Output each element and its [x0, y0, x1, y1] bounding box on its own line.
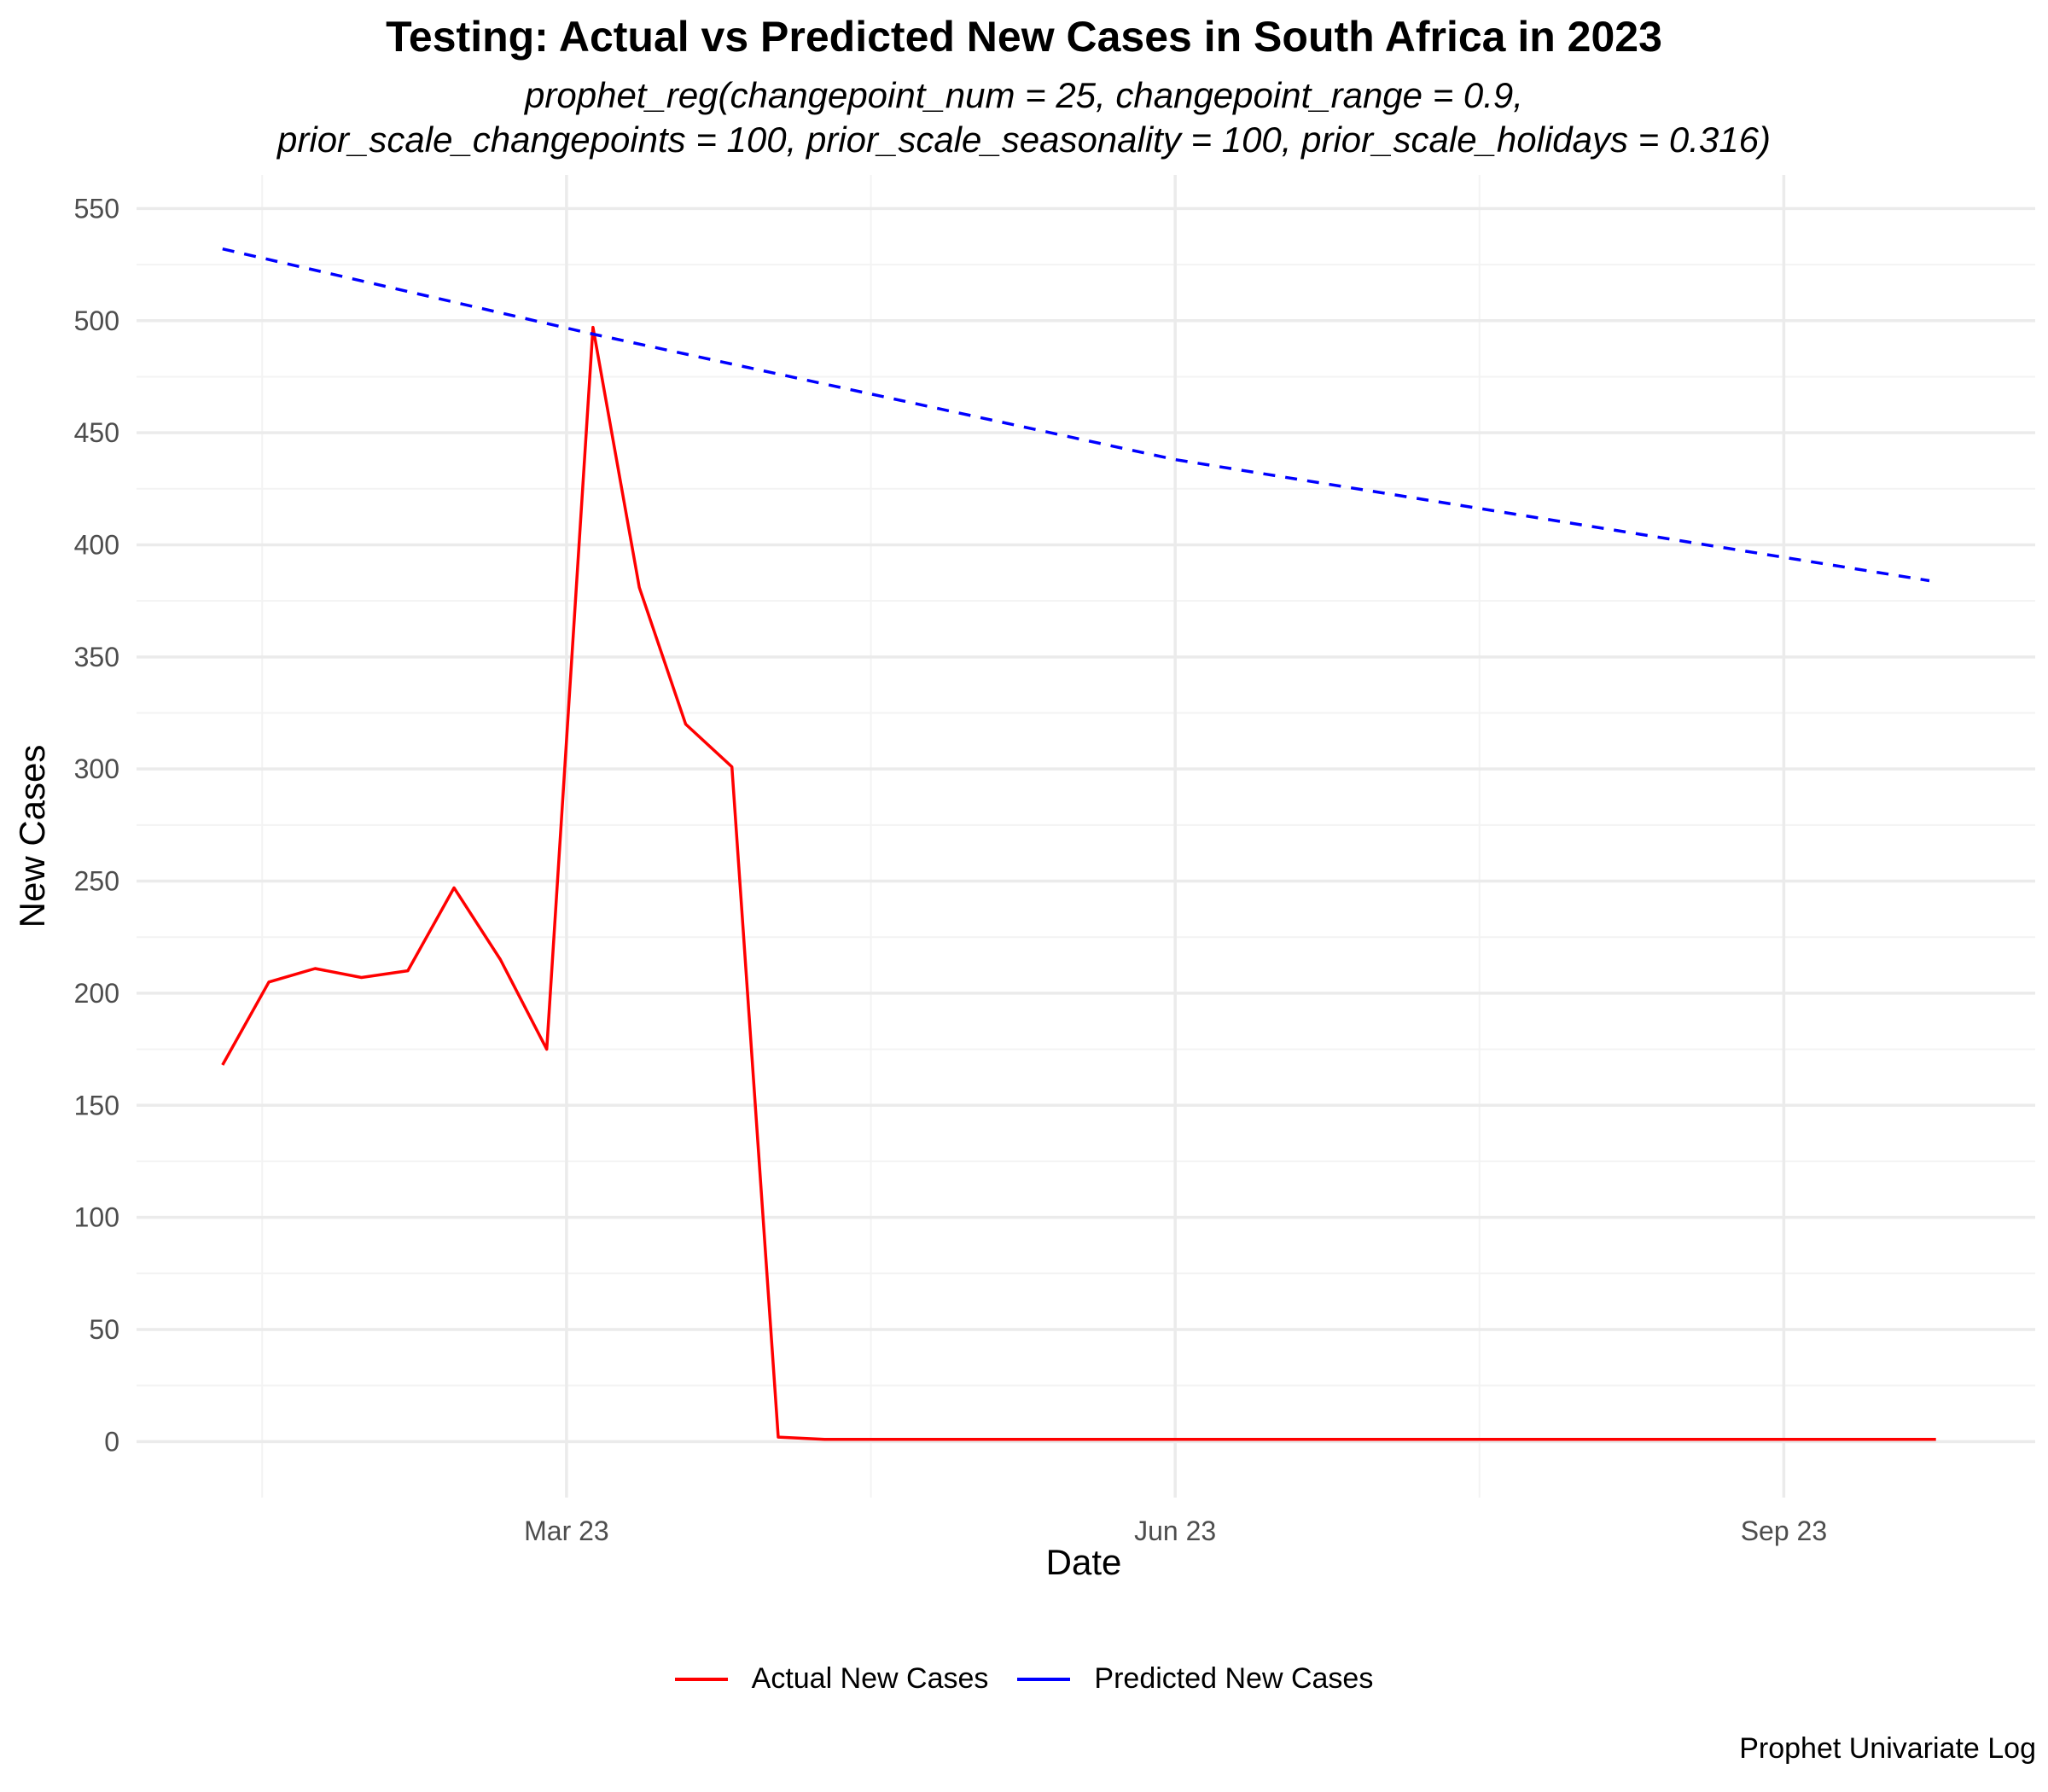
y-tick-label: 300 — [74, 753, 119, 784]
x-tick-label: Mar 23 — [524, 1516, 609, 1546]
series-line-predicted-new-cases — [222, 247, 1930, 583]
y-tick-label: 50 — [89, 1314, 119, 1345]
y-tick-label: 500 — [74, 305, 119, 336]
grid-lines — [137, 175, 2035, 1498]
y-tick-label: 100 — [74, 1202, 119, 1233]
y-tick-label: 200 — [74, 978, 119, 1009]
legend-item-predicted: Predicted New Cases — [1017, 1662, 1373, 1696]
legend-key-actual — [674, 1677, 728, 1681]
y-tick-label: 250 — [74, 866, 119, 897]
y-tick-label: 550 — [74, 193, 119, 224]
x-tick-label: Sep 23 — [1741, 1516, 1827, 1546]
series-lines — [221, 247, 1936, 1441]
y-tick-label: 400 — [74, 529, 119, 560]
legend-item-actual: Actual New Cases — [674, 1662, 989, 1696]
x-axis-label: Date — [1046, 1542, 1122, 1582]
y-tick-label: 150 — [74, 1090, 119, 1120]
y-axis-label: New Cases — [12, 745, 52, 928]
series-line-actual-new-cases — [221, 325, 1936, 1441]
x-tick-label: Jun 23 — [1134, 1516, 1216, 1546]
legend-label-predicted: Predicted New Cases — [1094, 1662, 1374, 1695]
y-tick-label: 450 — [74, 417, 119, 448]
legend-key-predicted — [1017, 1677, 1071, 1681]
y-tick-label: 0 — [104, 1426, 119, 1457]
chart-subtitle-line-2: prior_scale_changepoints = 100, prior_sc… — [277, 119, 1771, 160]
legend-label-actual: Actual New Cases — [751, 1662, 989, 1695]
chart-title: Testing: Actual vs Predicted New Cases i… — [386, 13, 1662, 61]
chart-subtitle-line-1: prophet_reg(changepoint_num = 25, change… — [525, 75, 1523, 115]
legend: Actual New Cases Predicted New Cases — [0, 1662, 2048, 1696]
chart-caption: Prophet Univariate Log — [1739, 1732, 2036, 1765]
chart-subtitle: prophet_reg(changepoint_num = 25, change… — [0, 73, 2048, 162]
axis-ticks: 0 50 100 150 200 250 300 350 400 450 500 550 Mar 23 J… — [74, 193, 1828, 1546]
y-tick-label: 350 — [74, 642, 119, 672]
